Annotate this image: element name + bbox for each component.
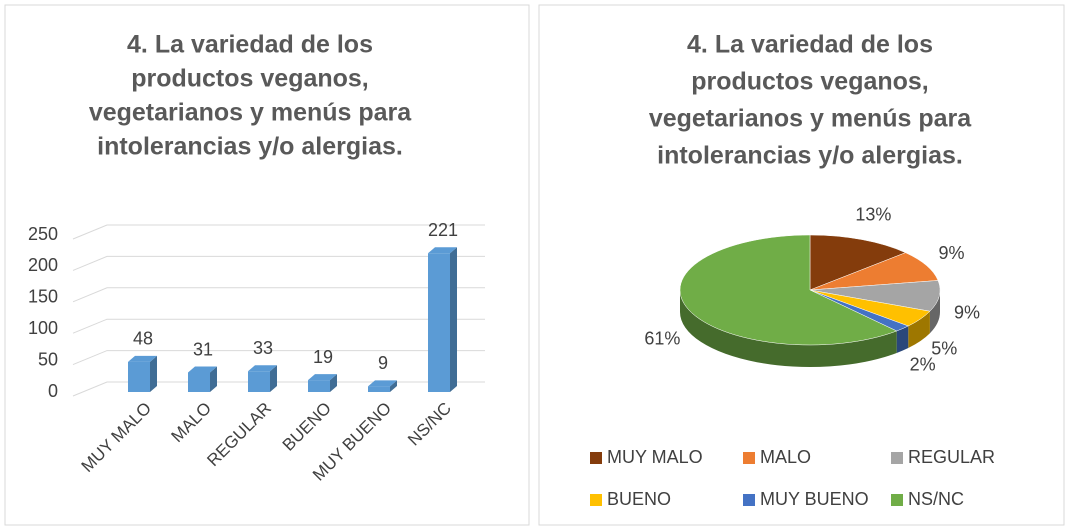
y-tick-label: 50 (38, 349, 58, 369)
legend-label: REGULAR (908, 447, 995, 467)
legend-label: MUY BUENO (760, 489, 869, 509)
data-label: 31 (193, 339, 213, 359)
chart-title: vegetarianos y menús para (649, 105, 972, 133)
grid-line (72, 350, 485, 366)
legend-swatch (891, 452, 903, 464)
grid-line (72, 224, 485, 240)
chart-title: intolerancias y/o alergias. (657, 142, 963, 170)
bar (308, 374, 337, 392)
chart-title: productos veganos, (131, 65, 369, 93)
data-label: 33 (253, 338, 273, 358)
grid-line (72, 255, 485, 271)
legend-swatch (891, 494, 903, 506)
data-label: 9% (954, 303, 980, 323)
data-label: 13% (855, 205, 891, 225)
pie-side (896, 326, 909, 353)
bar (428, 247, 457, 392)
legend-swatch (590, 494, 602, 506)
chart-title: 4. La variedad de los (687, 31, 933, 59)
legend-label: MUY MALO (607, 447, 703, 467)
pie-side (680, 290, 897, 367)
bar (188, 366, 217, 392)
legend-label: MALO (760, 447, 811, 467)
chart-title: 4. La variedad de los (127, 31, 373, 59)
legend-label: NS/NC (908, 489, 964, 509)
data-label: 9 (378, 353, 388, 373)
chart-title: intolerancias y/o alergias. (97, 133, 403, 161)
pie-slice (679, 234, 898, 346)
y-tick-label: 250 (28, 224, 58, 244)
legend-swatch (590, 452, 602, 464)
bar (368, 380, 397, 392)
grid-line (72, 318, 485, 334)
legend-swatch (743, 494, 755, 506)
bar (248, 365, 277, 392)
y-tick-label: 150 (28, 287, 58, 307)
pie-slice (809, 234, 907, 291)
pie-side (908, 311, 930, 349)
legend-label: BUENO (607, 489, 671, 509)
y-tick-label: 100 (28, 318, 58, 338)
data-label: 5% (931, 338, 957, 358)
legend-swatch (743, 452, 755, 464)
grid-line (72, 381, 485, 397)
bar (128, 355, 157, 392)
data-label: 221 (428, 220, 458, 240)
data-label: 48 (133, 329, 153, 349)
y-tick-label: 200 (28, 255, 58, 275)
data-label: 9% (939, 243, 965, 263)
grid-line (72, 287, 485, 303)
data-label: 2% (910, 355, 936, 375)
chart-title: productos veganos, (691, 68, 929, 96)
y-tick-label: 0 (48, 381, 58, 401)
data-label: 19 (313, 347, 333, 367)
data-label: 61% (644, 329, 680, 349)
chart-title: vegetarianos y menús para (89, 99, 412, 127)
